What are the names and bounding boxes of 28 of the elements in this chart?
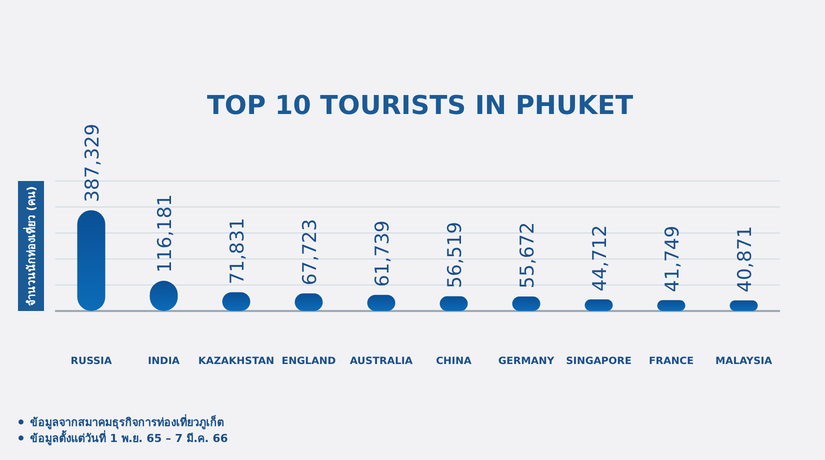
data-label: 40,871 [734,226,756,292]
y-axis-title: จำนวนนักท่องเที่ยว (คน) [23,186,38,306]
text: ข้อมูลตั้งแต่วันที่ 1 พ.ย. 65 – 7 มี.ค. 66 [30,430,228,446]
data-label: 116,181 [154,194,176,273]
data-label: 67,723 [298,218,321,286]
data-label: 41,749 [661,226,684,292]
text: ข้อมูลจากสมาคมธุรกิจการท่องเที่ยวภูเก็ต [30,414,224,430]
x-tick-label: RUSSIA [70,356,112,367]
x-tick-label: SINGAPORE [566,356,632,367]
x-tick-label: GERMANY [498,356,556,367]
data-label: 44,712 [588,224,611,292]
bar [730,300,758,311]
data-label: 387,329 [81,124,104,202]
x-tick-label: MALAYSIA [715,356,772,367]
data-label: 55,672 [516,222,538,289]
x-tick-label: FRANCE [648,356,694,367]
bar [584,299,613,311]
x-tick-label: AUSTRALIA [350,356,413,367]
x-tick-label: CHINA [436,356,472,367]
x-tick-label: ENGLAND [282,356,336,367]
data-label: 61,739 [371,220,394,287]
data-label: 71,831 [226,218,248,284]
x-tick-label: KAZAKHSTAN [198,356,274,367]
bar [77,210,106,311]
bar [657,300,686,311]
chart-title: TOP 10 TOURISTS IN PHUKET [206,91,634,121]
x-tick-label: INDIA [148,356,180,367]
data-label: 56,519 [444,222,466,288]
